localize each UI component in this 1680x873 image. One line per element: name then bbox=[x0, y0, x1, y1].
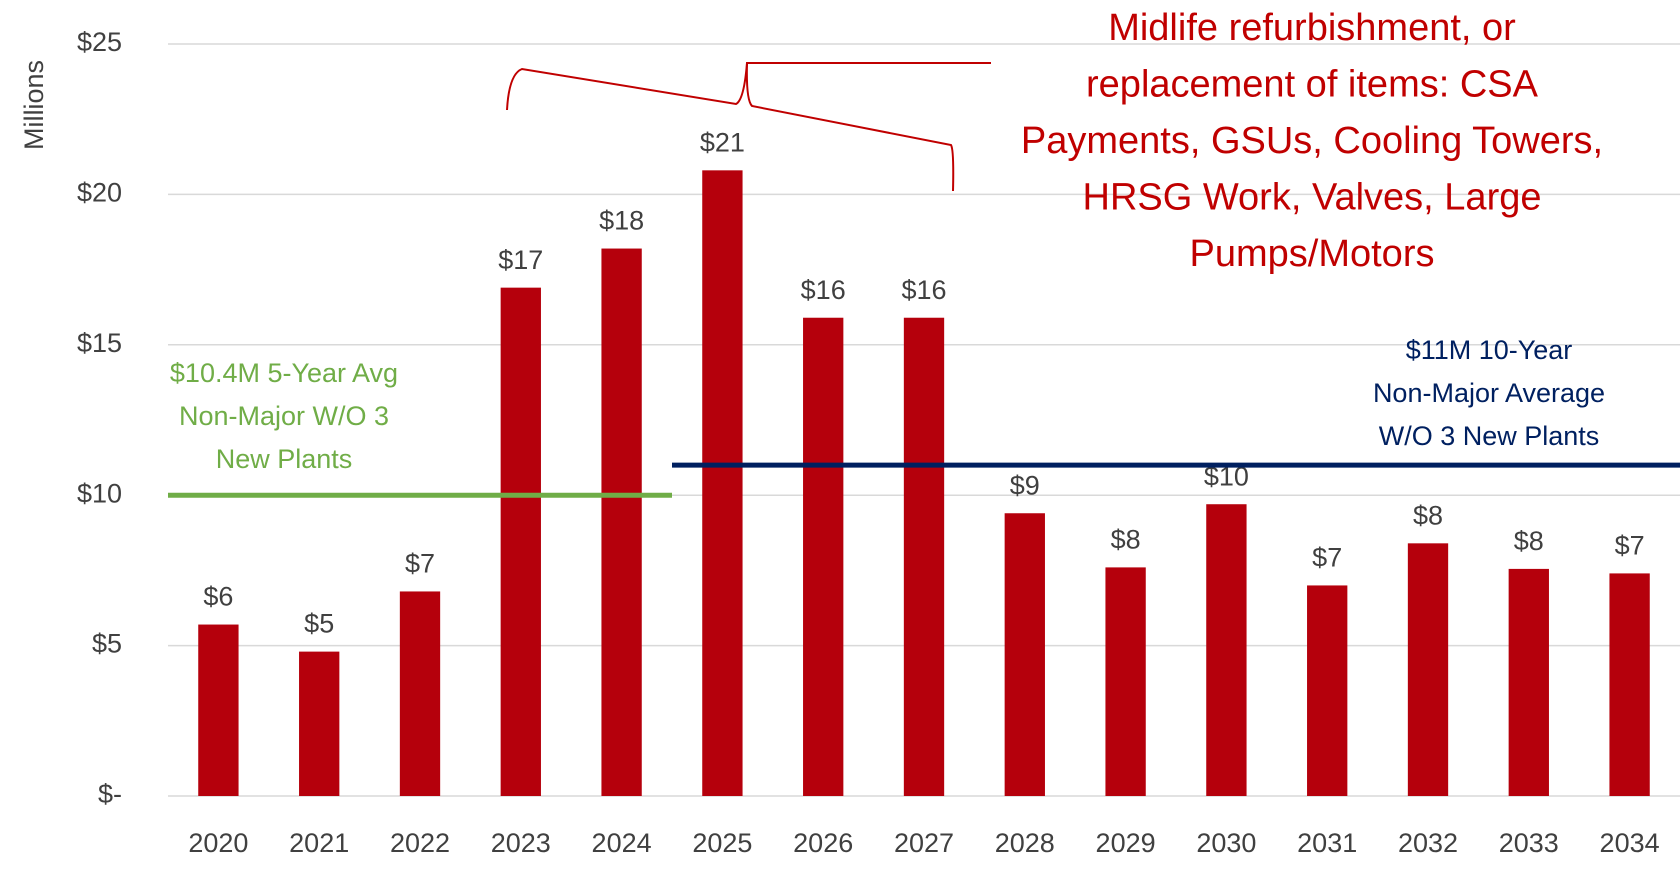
x-tick-label: 2028 bbox=[995, 828, 1055, 858]
bar bbox=[500, 287, 541, 796]
value-label: $8 bbox=[1111, 525, 1141, 555]
x-tick-label: 2030 bbox=[1196, 828, 1256, 858]
y-axis-label: Millions bbox=[19, 60, 49, 150]
bar bbox=[399, 591, 441, 796]
bar bbox=[299, 651, 340, 796]
bar bbox=[702, 170, 743, 796]
y-tick-label: $- bbox=[98, 779, 122, 809]
y-tick-label: $15 bbox=[77, 328, 122, 358]
bar bbox=[1105, 567, 1146, 796]
reference-label: Non-Major W/O 3 bbox=[179, 401, 389, 431]
reference-label: Non-Major Average bbox=[1373, 378, 1605, 408]
reference-label: New Plants bbox=[216, 444, 353, 474]
value-label: $6 bbox=[203, 582, 233, 612]
bar bbox=[1609, 573, 1650, 796]
y-tick-label: $20 bbox=[77, 178, 122, 208]
value-label: $8 bbox=[1413, 500, 1443, 530]
x-tick-label: 2020 bbox=[188, 828, 248, 858]
value-label: $7 bbox=[1312, 543, 1342, 573]
value-label: $16 bbox=[901, 275, 946, 305]
value-label: $7 bbox=[405, 549, 435, 579]
annotation: HRSG Work, Valves, Large bbox=[1083, 177, 1542, 219]
annotation: Pumps/Motors bbox=[1190, 233, 1435, 275]
annotation: replacement of items: CSA bbox=[1086, 64, 1539, 106]
annotation: Midlife refurbishment, or bbox=[1108, 7, 1516, 49]
x-tick-label: 2027 bbox=[894, 828, 954, 858]
reference-label: $10.4M 5-Year Avg bbox=[170, 358, 398, 388]
value-label: $9 bbox=[1010, 470, 1040, 500]
reference-label: $11M 10-Year bbox=[1406, 335, 1573, 365]
value-label: $5 bbox=[304, 609, 334, 639]
brace bbox=[506, 62, 991, 192]
bar bbox=[1004, 513, 1045, 796]
x-tick-label: 2029 bbox=[1096, 828, 1156, 858]
value-label: $7 bbox=[1615, 531, 1645, 561]
y-tick-label: $5 bbox=[92, 629, 122, 659]
brace-left bbox=[506, 62, 991, 111]
x-tick-label: 2031 bbox=[1297, 828, 1357, 858]
x-tick-label: 2025 bbox=[692, 828, 752, 858]
x-tick-label: 2033 bbox=[1499, 828, 1559, 858]
value-label: $21 bbox=[700, 127, 745, 157]
value-label: $17 bbox=[498, 245, 543, 275]
x-tick-label: 2021 bbox=[289, 828, 349, 858]
value-label: $8 bbox=[1514, 526, 1544, 556]
x-tick-label: 2022 bbox=[390, 828, 450, 858]
x-tick-label: 2024 bbox=[592, 828, 652, 858]
annotation: Payments, GSUs, Cooling Towers, bbox=[1021, 120, 1603, 162]
reference-label: W/O 3 New Plants bbox=[1379, 421, 1600, 451]
x-tick-label: 2023 bbox=[491, 828, 551, 858]
value-label: $18 bbox=[599, 206, 644, 236]
bar bbox=[601, 248, 642, 796]
x-tick-label: 2034 bbox=[1600, 828, 1660, 858]
x-tick-label: 2032 bbox=[1398, 828, 1458, 858]
y-tick-label: $10 bbox=[77, 478, 122, 508]
bar bbox=[1307, 585, 1348, 796]
bar bbox=[903, 317, 945, 796]
bar bbox=[1206, 504, 1247, 796]
bar bbox=[1508, 568, 1549, 796]
bar bbox=[1407, 543, 1449, 796]
brace-right bbox=[745, 62, 955, 192]
bar bbox=[803, 317, 844, 796]
y-tick-label: $25 bbox=[77, 27, 122, 57]
value-label: $16 bbox=[801, 275, 846, 305]
x-tick-label: 2026 bbox=[793, 828, 853, 858]
bar bbox=[198, 624, 239, 796]
